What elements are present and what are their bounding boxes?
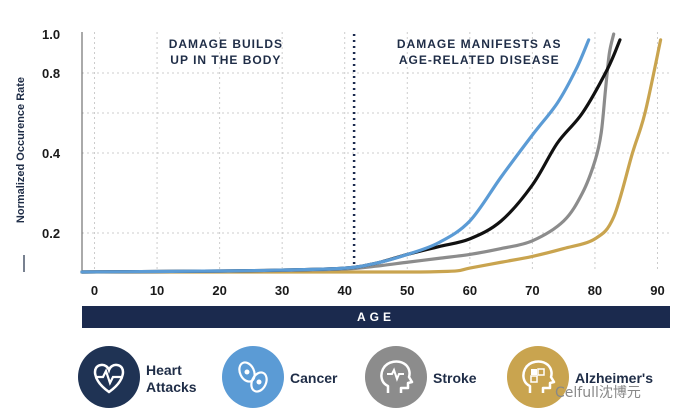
heart-pulse-icon	[78, 346, 140, 408]
legend-label: Heart Attacks	[146, 362, 197, 395]
y-tick-label: 0.8	[42, 66, 60, 81]
cells-icon	[222, 346, 284, 408]
y-axis-title: Normalized Occurence Rate	[15, 77, 27, 223]
chart-svg: 0.2 0.4 0.8 1.0 0 10 20 30 40 50 60 70 80 90 Normalize…	[15, 27, 670, 298]
legend: Heart Attacks Cancer Stroke Alzheimer's	[78, 346, 700, 414]
x-tick-label: 30	[275, 283, 289, 298]
series-line-heart-attacks	[80, 38, 591, 274]
series-line-alzheimer-s	[80, 38, 663, 274]
x-tick-label: 60	[463, 283, 477, 298]
y-tick-label: 0.2	[42, 226, 60, 241]
annotation-line: AGE-RELATED DISEASE	[399, 53, 560, 67]
legend-label: Alzheimer's	[575, 370, 654, 386]
annotation-line: DAMAGE BUILDS	[169, 37, 283, 51]
x-tick-label: 90	[650, 283, 664, 298]
y-tick-label: 1.0	[42, 27, 60, 42]
x-tick-label: 40	[337, 283, 351, 298]
annotation-line: UP IN THE BODY	[170, 53, 281, 67]
x-tick-label: 80	[588, 283, 602, 298]
annotation-line: DAMAGE MANIFESTS AS	[397, 37, 562, 51]
legend-label: Stroke	[433, 370, 477, 386]
x-tick-label: 10	[150, 283, 164, 298]
x-tick-label: 0	[91, 283, 98, 298]
head-pulse-icon	[365, 346, 427, 408]
legend-label: Cancer	[290, 370, 338, 386]
x-tick-label: 70	[525, 283, 539, 298]
watermark: Celfull沈博元	[555, 385, 641, 401]
head-puzzle-icon	[507, 346, 569, 408]
y-tick-label: 0.4	[42, 146, 61, 161]
x-tick-label: 50	[400, 283, 414, 298]
x-tick-label: 20	[212, 283, 226, 298]
x-axis-label-bar: AGE	[82, 306, 670, 328]
